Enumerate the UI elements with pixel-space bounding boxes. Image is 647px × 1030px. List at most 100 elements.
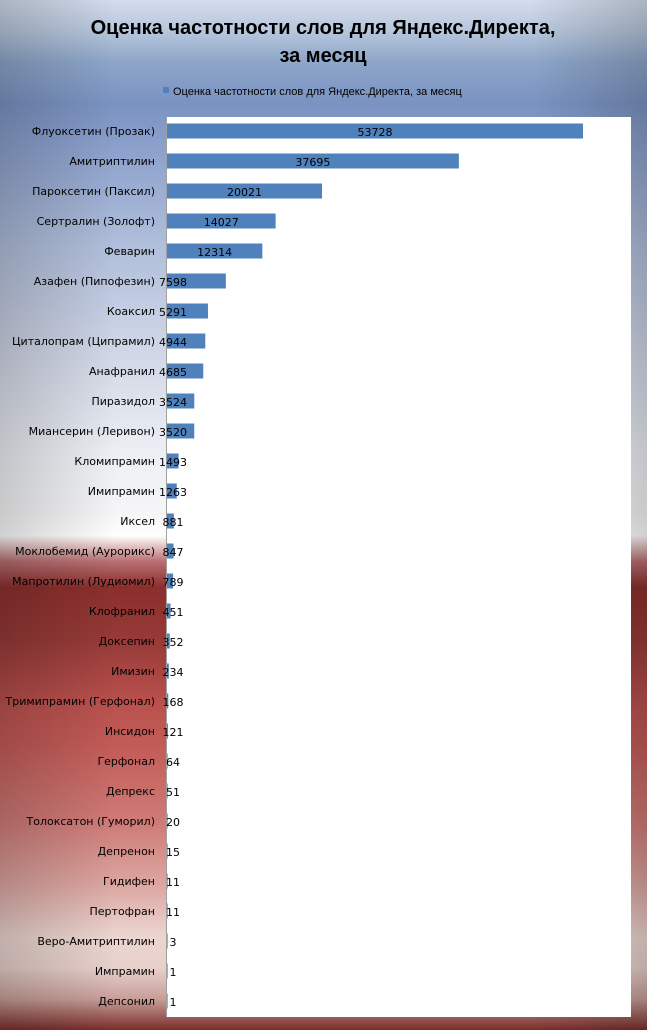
data-label: 4685 (159, 366, 187, 379)
bar (167, 543, 174, 559)
bar (167, 963, 168, 979)
category-label: Толоксатон (Гуморил) (26, 815, 155, 828)
bar (167, 333, 206, 349)
category-label: Кломипрамин (74, 455, 155, 468)
category-label: Депрекс (106, 785, 155, 798)
data-label: 352 (163, 636, 184, 649)
data-label: 51 (166, 786, 180, 799)
bars (167, 123, 583, 1009)
category-label: Амитриптилин (69, 155, 155, 168)
data-label: 451 (163, 606, 184, 619)
category-label: Анафранил (89, 365, 155, 378)
data-label: 11 (166, 876, 180, 889)
category-labels: Флуоксетин (Прозак) Амитриптилин Пароксети… (5, 125, 156, 1008)
data-label: 64 (166, 756, 180, 769)
category-label: Миансерин (Леривон) (29, 425, 155, 438)
bar (167, 573, 174, 589)
bar (167, 603, 171, 619)
data-label: 1493 (159, 456, 187, 469)
category-label: Веро-Амитриптилин (37, 935, 155, 948)
data-label: 881 (163, 516, 184, 529)
category-label: Коаксил (107, 305, 155, 318)
category-label: Имизин (111, 665, 155, 678)
category-label: Пертофран (90, 905, 155, 918)
data-label: 15 (166, 846, 180, 859)
bar (167, 183, 323, 199)
bar (167, 483, 177, 499)
bar (167, 123, 583, 139)
legend-swatch (163, 87, 169, 93)
category-label: Имипрамин (88, 485, 155, 498)
bar (167, 393, 195, 409)
data-label: 37695 (295, 156, 330, 169)
bar (167, 813, 168, 829)
data-label: 12314 (197, 246, 232, 259)
bar (167, 513, 174, 529)
bar (167, 273, 226, 289)
data-label: 789 (163, 576, 184, 589)
category-label: Азафен (Пипофезин) (34, 275, 155, 288)
data-label: 1263 (159, 486, 187, 499)
category-label: Депренон (98, 845, 155, 858)
data-label: 20 (166, 816, 180, 829)
category-label: Герфонал (97, 755, 155, 768)
data-label: 3524 (159, 396, 187, 409)
bar (167, 783, 168, 799)
bar (167, 663, 169, 679)
category-label: Феварин (104, 245, 155, 258)
data-label: 20021 (227, 186, 262, 199)
bar (167, 153, 459, 169)
data-label: 234 (163, 666, 184, 679)
data-label: 3520 (159, 426, 187, 439)
bar (167, 423, 195, 439)
bar (167, 753, 168, 769)
bar (167, 903, 168, 919)
bar (167, 243, 263, 259)
legend: Оценка частотности слов для Яндекс.Дирек… (163, 86, 462, 98)
data-label: 847 (163, 546, 184, 559)
bar (167, 933, 168, 949)
category-label: Гидифен (103, 875, 155, 888)
category-label: Моклобемид (Аурорикс) (15, 545, 155, 558)
category-label: Циталопрам (Ципрамил) (12, 335, 155, 348)
category-label: Флуоксетин (Прозак) (32, 125, 155, 138)
bar (167, 693, 169, 709)
category-label: Иксел (120, 515, 155, 528)
data-label: 14027 (204, 216, 239, 229)
bar (167, 843, 168, 859)
category-label: Импрамин (95, 965, 155, 978)
data-label: 11 (166, 906, 180, 919)
legend-label: Оценка частотности слов для Яндекс.Дирек… (173, 86, 462, 98)
bar (167, 633, 170, 649)
category-label: Доксепин (99, 635, 155, 648)
data-label: 1 (170, 996, 177, 1009)
data-label: 121 (163, 726, 184, 739)
chart-title-line-2: за месяц (279, 45, 367, 67)
bar (167, 873, 168, 889)
category-label: Пиразидол (91, 395, 155, 408)
bar (167, 363, 204, 379)
data-label: 5291 (159, 306, 187, 319)
data-labels: 53728 37695 20021 14027 12314 7598 5291 4944 468… (159, 126, 393, 1009)
bar (167, 453, 179, 469)
data-label: 4944 (159, 336, 187, 349)
data-label: 3 (170, 936, 177, 949)
category-label: Мапротилин (Лудиомил) (12, 575, 155, 588)
data-label: 1 (170, 966, 177, 979)
data-label: 7598 (159, 276, 187, 289)
plot-area (166, 117, 631, 1017)
chart-title-line-1: Оценка частотности слов для Яндекс.Дирек… (91, 17, 556, 39)
category-label: Инсидон (105, 725, 155, 738)
bar (167, 213, 276, 229)
bar (167, 303, 208, 319)
bar (167, 723, 168, 739)
category-label: Депсонил (98, 995, 155, 1008)
category-label: Тримипрамин (Герфонал) (5, 695, 156, 708)
data-label: 168 (163, 696, 184, 709)
category-label: Клофранил (89, 605, 155, 618)
data-label: 53728 (358, 126, 393, 139)
bar (167, 993, 168, 1009)
category-label: Сертралин (Золофт) (37, 215, 155, 228)
